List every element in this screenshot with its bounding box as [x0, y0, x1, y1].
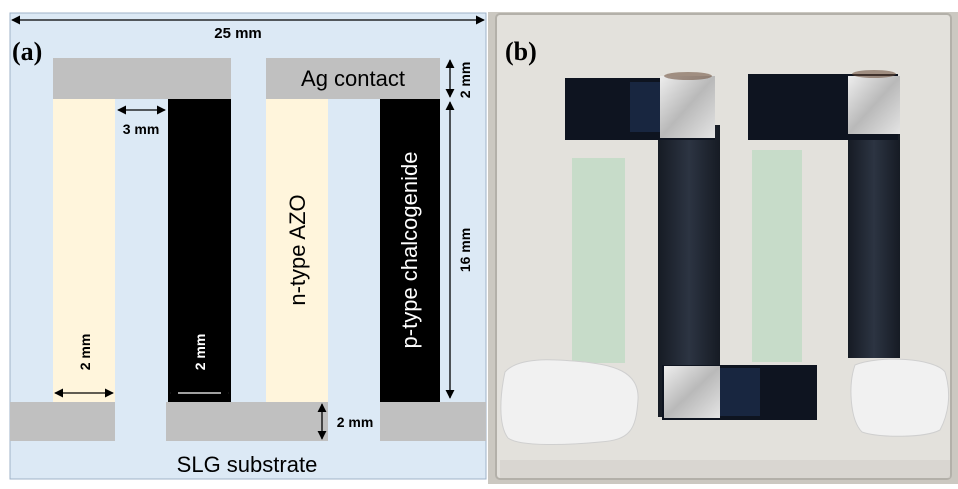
panel-b-photo: (b)	[488, 12, 958, 484]
top-tape-left-blue	[630, 82, 660, 132]
bottom-thickness-label: 2 mm	[337, 414, 374, 430]
scorch-mark-left	[664, 72, 712, 80]
substrate-label: SLG substrate	[177, 452, 318, 477]
silver-pad-top-right	[848, 76, 900, 134]
ag-contact-bottom-right	[380, 402, 486, 441]
ag-contact-bottom-left	[10, 402, 115, 441]
silver-pad-top-left	[660, 76, 715, 138]
bottom-tape-blue	[720, 368, 760, 416]
ag-contact-bottom-middle	[166, 402, 328, 441]
n-width-label: 2 mm	[77, 334, 93, 371]
n-type-film-right	[752, 150, 802, 362]
scorch-mark-right	[852, 70, 896, 78]
p-width-label: 2 mm	[192, 334, 208, 371]
n-type-leg-left	[53, 99, 115, 402]
panel-b-label: (b)	[505, 37, 537, 66]
panel-a: (a) 25 mm Ag contact 2 mm n-type AZO p-t…	[9, 12, 487, 480]
n-type-leg-right	[266, 99, 328, 402]
p-type-leg-left	[168, 99, 231, 402]
gap-dimension-label: 3 mm	[123, 121, 160, 137]
glass-edge-shadow	[500, 460, 950, 478]
n-type-label: n-type AZO	[285, 194, 310, 305]
white-paste-left	[500, 359, 639, 445]
ag-contact-label: Ag contact	[301, 66, 405, 91]
ag-thickness-label: 2 mm	[457, 62, 473, 99]
length-dimension-label: 16 mm	[457, 228, 473, 272]
p-type-leg-right	[380, 99, 440, 402]
width-dimension-label: 25 mm	[214, 25, 262, 42]
silver-pad-bottom	[664, 366, 720, 418]
panel-a-label: (a)	[12, 37, 42, 66]
p-type-leg-right-photo	[848, 118, 900, 358]
n-type-film-left	[572, 158, 625, 363]
ag-contact-top-left	[53, 58, 231, 99]
white-paste-right	[850, 358, 950, 437]
ag-contact-top-right	[266, 58, 440, 99]
p-type-label: p-type chalcogenide	[397, 152, 422, 349]
